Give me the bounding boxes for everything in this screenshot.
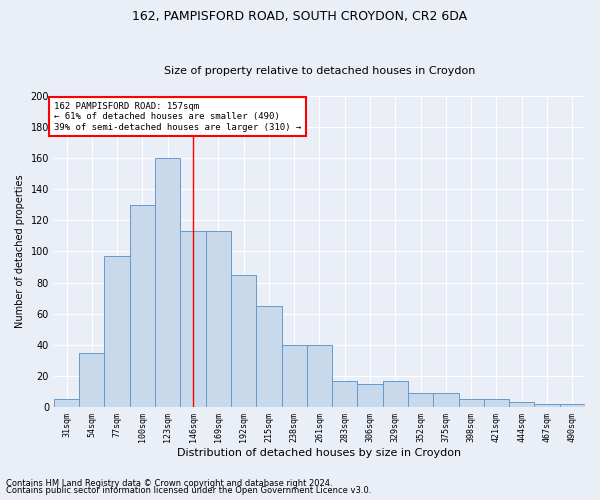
- Text: 162, PAMPISFORD ROAD, SOUTH CROYDON, CR2 6DA: 162, PAMPISFORD ROAD, SOUTH CROYDON, CR2…: [133, 10, 467, 23]
- Bar: [130, 204, 155, 407]
- Bar: [79, 352, 104, 407]
- X-axis label: Distribution of detached houses by size in Croydon: Distribution of detached houses by size …: [178, 448, 461, 458]
- Bar: [231, 275, 256, 407]
- Bar: [433, 393, 458, 407]
- Text: Contains public sector information licensed under the Open Government Licence v3: Contains public sector information licen…: [6, 486, 371, 495]
- Bar: [181, 231, 206, 407]
- Bar: [458, 400, 484, 407]
- Y-axis label: Number of detached properties: Number of detached properties: [15, 174, 25, 328]
- Bar: [104, 256, 130, 407]
- Bar: [560, 404, 585, 407]
- Bar: [408, 393, 433, 407]
- Bar: [155, 158, 181, 407]
- Bar: [383, 380, 408, 407]
- Bar: [54, 400, 79, 407]
- Title: Size of property relative to detached houses in Croydon: Size of property relative to detached ho…: [164, 66, 475, 76]
- Bar: [535, 404, 560, 407]
- Bar: [206, 231, 231, 407]
- Bar: [332, 380, 358, 407]
- Bar: [256, 306, 281, 407]
- Bar: [484, 400, 509, 407]
- Text: Contains HM Land Registry data © Crown copyright and database right 2024.: Contains HM Land Registry data © Crown c…: [6, 478, 332, 488]
- Bar: [307, 345, 332, 407]
- Text: 162 PAMPISFORD ROAD: 157sqm
← 61% of detached houses are smaller (490)
39% of se: 162 PAMPISFORD ROAD: 157sqm ← 61% of det…: [54, 102, 301, 132]
- Bar: [281, 345, 307, 407]
- Bar: [358, 384, 383, 407]
- Bar: [509, 402, 535, 407]
